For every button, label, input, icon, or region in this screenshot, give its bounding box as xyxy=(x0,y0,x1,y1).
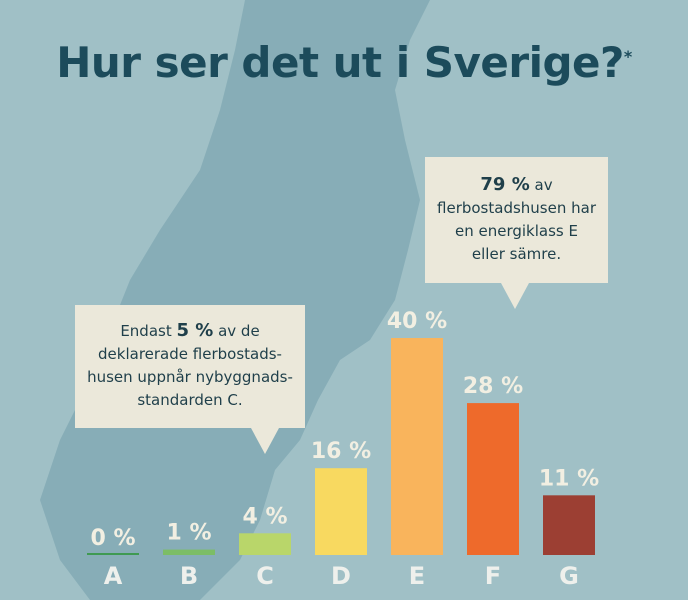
bar xyxy=(467,403,519,555)
x-tick-label: D xyxy=(331,562,351,590)
bar xyxy=(543,495,595,555)
map-shape xyxy=(40,0,430,600)
x-tick-label: G xyxy=(559,562,579,590)
callout-line: husen uppnår nybyggnads- xyxy=(87,368,293,386)
title-text: Hur ser det ut i Sverige? xyxy=(56,38,624,87)
bar xyxy=(391,338,443,555)
bar xyxy=(163,549,215,555)
value-label: 28 % xyxy=(463,374,523,399)
bar xyxy=(315,468,367,555)
x-tick-label: A xyxy=(104,562,123,590)
value-label: 0 % xyxy=(90,526,135,551)
x-tick-label: C xyxy=(256,562,274,590)
callout-pointer xyxy=(251,428,279,454)
text: Endast xyxy=(120,322,177,340)
x-tick-label: F xyxy=(485,562,501,590)
value-label: 11 % xyxy=(539,466,599,491)
callout: Endast 5 % av de deklarerade flerbostads… xyxy=(75,305,305,454)
bar xyxy=(239,533,291,555)
x-tick-label: E xyxy=(409,562,425,590)
callout-line: en energiklass E xyxy=(455,222,578,240)
callout: 79 % av flerbostadshusen har en energikl… xyxy=(425,157,608,309)
text: av xyxy=(529,176,553,194)
title-note: * xyxy=(623,47,632,66)
x-tick-label: B xyxy=(180,562,198,590)
value-label: 1 % xyxy=(166,521,211,546)
value-label: 4 % xyxy=(242,504,287,529)
callout-line: eller sämre. xyxy=(471,245,562,263)
emphasis: 79 % xyxy=(480,174,530,195)
value-label: 40 % xyxy=(387,309,447,334)
callout-line: 79 % av xyxy=(425,173,608,197)
callout-pointer xyxy=(501,283,529,309)
emphasis: 5 % xyxy=(176,320,214,341)
callout-line: flerbostadshusen har xyxy=(437,199,596,217)
callout-line: deklarerade flerbostads- xyxy=(98,345,282,363)
text: av de xyxy=(213,322,260,340)
callout-line: standarden C. xyxy=(137,391,243,409)
chart-title: Hur ser det ut i Sverige?* xyxy=(0,38,688,87)
callout-line: Endast 5 % av de xyxy=(75,319,305,343)
value-label: 16 % xyxy=(311,439,371,464)
